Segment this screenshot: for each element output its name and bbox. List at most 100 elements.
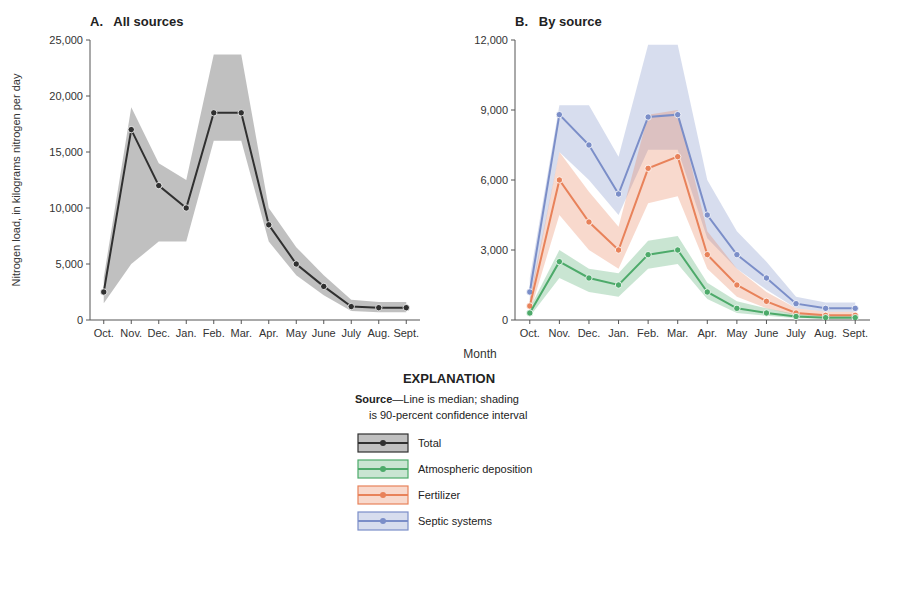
median-point bbox=[734, 251, 740, 257]
x-tick-label: Mar. bbox=[667, 327, 688, 339]
median-point bbox=[128, 126, 134, 132]
legend-item: Septic systems bbox=[358, 512, 492, 530]
x-tick-label: Feb. bbox=[637, 327, 659, 339]
x-tick bbox=[825, 320, 826, 324]
x-tick bbox=[648, 320, 649, 324]
plot-area bbox=[527, 45, 859, 320]
x-tick bbox=[559, 320, 560, 324]
x-tick bbox=[406, 320, 407, 324]
y-tick bbox=[511, 250, 515, 251]
y-tick-label: 20,000 bbox=[49, 90, 83, 102]
x-tick-label: May bbox=[726, 327, 747, 339]
x-tick bbox=[618, 320, 619, 324]
median-point bbox=[376, 304, 382, 310]
median-line bbox=[104, 113, 407, 308]
x-tick bbox=[855, 320, 856, 324]
legend-marker bbox=[380, 518, 386, 524]
median-point bbox=[586, 219, 592, 225]
y-tick-label: 12,000 bbox=[474, 34, 508, 46]
x-tick-label: Aug. bbox=[367, 327, 390, 339]
y-axis bbox=[90, 40, 91, 320]
confidence-band bbox=[104, 55, 407, 313]
median-point bbox=[793, 313, 799, 319]
x-tick bbox=[323, 320, 324, 324]
median-point bbox=[704, 289, 710, 295]
legend-label: Fertilizer bbox=[418, 489, 461, 501]
median-point bbox=[211, 110, 217, 116]
x-tick bbox=[677, 320, 678, 324]
median-point bbox=[645, 165, 651, 171]
median-point bbox=[763, 275, 769, 281]
median-point bbox=[645, 251, 651, 257]
legend-swatch bbox=[358, 486, 408, 504]
panel-title: B. By source bbox=[515, 14, 602, 29]
x-tick bbox=[296, 320, 297, 324]
legend-marker bbox=[380, 466, 386, 472]
median-point bbox=[238, 110, 244, 116]
legend-item: Total bbox=[358, 434, 441, 452]
median-line bbox=[530, 157, 855, 316]
median-point bbox=[586, 275, 592, 281]
median-point bbox=[348, 303, 354, 309]
y-tick bbox=[511, 110, 515, 111]
median-point bbox=[403, 304, 409, 310]
y-axis-label: Nitrogen load, in kilograms nitrogen per… bbox=[10, 73, 22, 286]
median-point bbox=[852, 305, 858, 311]
y-tick bbox=[511, 320, 515, 321]
x-tick-label: July bbox=[786, 327, 806, 339]
median-line bbox=[530, 115, 855, 309]
median-point bbox=[675, 111, 681, 117]
median-point bbox=[293, 261, 299, 267]
x-tick bbox=[796, 320, 797, 324]
x-tick-label: June bbox=[755, 327, 779, 339]
median-point bbox=[675, 153, 681, 159]
y-tick-label: 5,000 bbox=[55, 258, 83, 270]
y-tick bbox=[86, 208, 90, 209]
y-tick bbox=[86, 96, 90, 97]
panel: 05,00010,00015,00020,00025,000Oct.Nov.De… bbox=[10, 14, 420, 339]
x-axis-label: Month bbox=[463, 347, 496, 361]
x-tick bbox=[186, 320, 187, 324]
median-point bbox=[556, 177, 562, 183]
median-point bbox=[101, 289, 107, 295]
legend-note-text: is 90-percent confidence interval bbox=[369, 409, 527, 421]
median-point bbox=[321, 283, 327, 289]
x-tick-label: Mar. bbox=[231, 327, 252, 339]
panel: 03,0006,0009,00012,000Oct.Nov.Dec.Jan.Fe… bbox=[474, 14, 870, 339]
x-axis bbox=[90, 320, 420, 321]
median-point bbox=[822, 305, 828, 311]
y-tick-label: 15,000 bbox=[49, 146, 83, 158]
legend-label: Septic systems bbox=[418, 515, 492, 527]
x-tick-label: Nov. bbox=[548, 327, 570, 339]
x-tick-label: Sept. bbox=[842, 327, 868, 339]
y-tick-label: 10,000 bbox=[49, 202, 83, 214]
median-point bbox=[734, 282, 740, 288]
x-tick bbox=[213, 320, 214, 324]
x-tick-label: Apr. bbox=[698, 327, 718, 339]
legend: EXPLANATIONSource—Line is median; shadin… bbox=[355, 371, 532, 530]
x-tick-label: Oct. bbox=[520, 327, 540, 339]
legend-marker bbox=[380, 492, 386, 498]
median-point bbox=[183, 205, 189, 211]
x-tick-label: July bbox=[341, 327, 361, 339]
y-tick bbox=[86, 40, 90, 41]
median-point bbox=[793, 300, 799, 306]
x-tick bbox=[529, 320, 530, 324]
legend-title: EXPLANATION bbox=[403, 371, 495, 386]
legend-label: Total bbox=[418, 437, 441, 449]
median-point bbox=[704, 251, 710, 257]
y-axis bbox=[515, 40, 516, 320]
y-tick-label: 6,000 bbox=[480, 174, 508, 186]
x-tick bbox=[103, 320, 104, 324]
legend-swatch bbox=[358, 434, 408, 452]
legend-label: Atmospheric deposition bbox=[418, 463, 532, 475]
legend-note-text: —Line is median; shading bbox=[392, 393, 519, 405]
y-tick bbox=[511, 180, 515, 181]
x-tick-label: Nov. bbox=[120, 327, 142, 339]
panel-title: A. All sources bbox=[90, 14, 183, 29]
x-tick-label: Sept. bbox=[393, 327, 419, 339]
median-point bbox=[556, 258, 562, 264]
y-tick bbox=[511, 40, 515, 41]
y-tick-label: 0 bbox=[77, 314, 83, 326]
median-point bbox=[704, 212, 710, 218]
